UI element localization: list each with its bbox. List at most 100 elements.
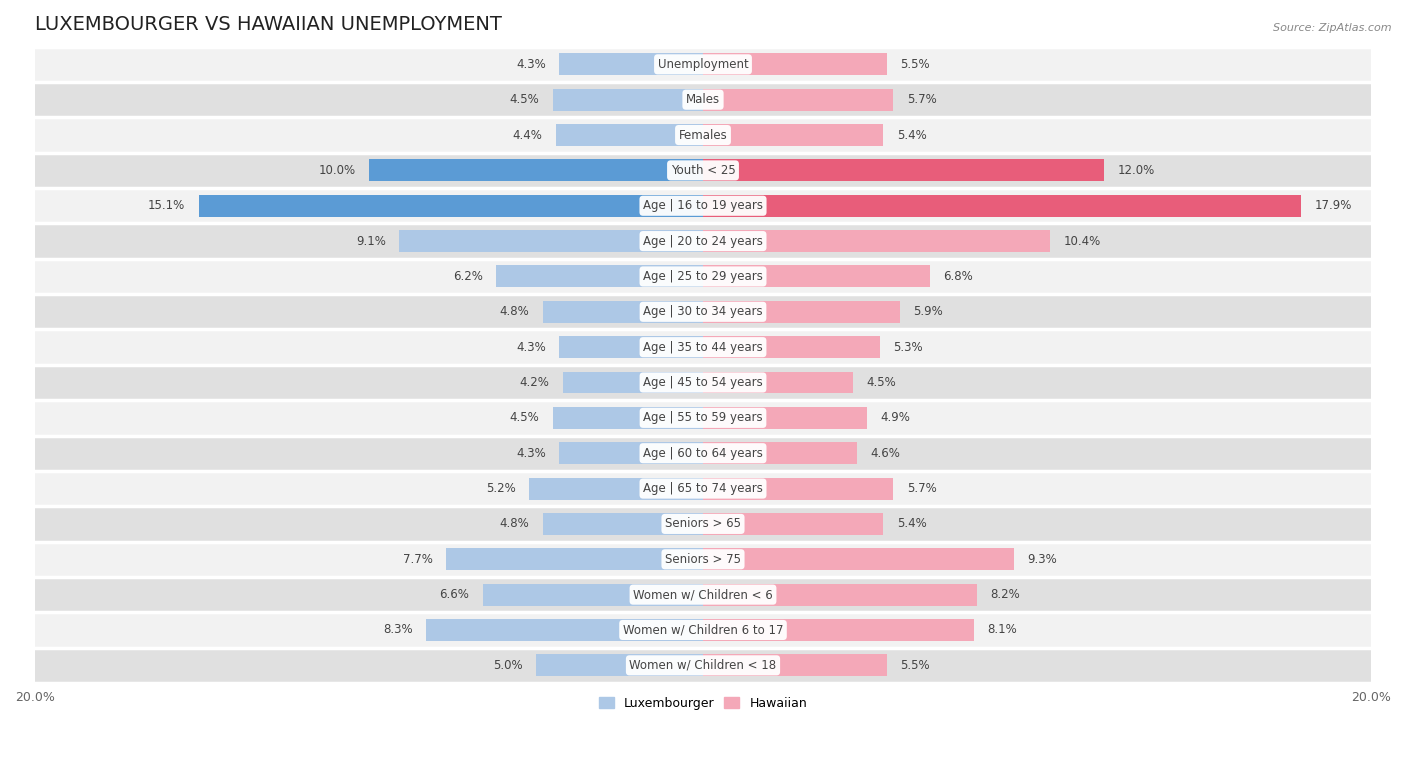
Text: 4.5%: 4.5% — [866, 376, 897, 389]
Text: Age | 45 to 54 years: Age | 45 to 54 years — [643, 376, 763, 389]
Text: 4.9%: 4.9% — [880, 411, 910, 425]
Text: 5.3%: 5.3% — [893, 341, 922, 354]
Text: 5.5%: 5.5% — [900, 659, 929, 671]
Bar — [35, 188, 1371, 223]
Bar — [35, 471, 1371, 506]
Text: Males: Males — [686, 93, 720, 106]
Text: 12.0%: 12.0% — [1118, 164, 1154, 177]
Bar — [703, 548, 1014, 570]
Bar — [35, 400, 1371, 435]
Text: Unemployment: Unemployment — [658, 58, 748, 71]
Text: 6.2%: 6.2% — [453, 270, 482, 283]
Text: 4.3%: 4.3% — [516, 341, 546, 354]
Bar — [703, 442, 856, 464]
Text: 17.9%: 17.9% — [1315, 199, 1351, 212]
Bar — [529, 478, 703, 500]
Bar — [703, 584, 977, 606]
Bar — [703, 54, 887, 75]
Text: 4.3%: 4.3% — [516, 58, 546, 71]
Bar — [543, 513, 703, 535]
Text: Age | 35 to 44 years: Age | 35 to 44 years — [643, 341, 763, 354]
Bar — [35, 329, 1371, 365]
Bar — [35, 506, 1371, 541]
Bar — [703, 336, 880, 358]
Text: 15.1%: 15.1% — [148, 199, 186, 212]
Legend: Luxembourger, Hawaiian: Luxembourger, Hawaiian — [593, 692, 813, 715]
Text: 4.8%: 4.8% — [499, 305, 529, 318]
Text: 4.2%: 4.2% — [519, 376, 550, 389]
Text: 5.2%: 5.2% — [486, 482, 516, 495]
Text: 5.4%: 5.4% — [897, 129, 927, 142]
Text: 5.5%: 5.5% — [900, 58, 929, 71]
Text: Age | 60 to 64 years: Age | 60 to 64 years — [643, 447, 763, 459]
Bar — [703, 372, 853, 394]
Bar — [703, 160, 1104, 182]
Bar — [35, 541, 1371, 577]
Bar — [35, 435, 1371, 471]
Bar — [703, 513, 883, 535]
Bar — [703, 230, 1050, 252]
Bar — [560, 336, 703, 358]
Bar — [555, 124, 703, 146]
Bar — [35, 117, 1371, 153]
Bar — [198, 195, 703, 217]
Bar — [35, 294, 1371, 329]
Text: Youth < 25: Youth < 25 — [671, 164, 735, 177]
Bar — [35, 365, 1371, 400]
Bar — [560, 54, 703, 75]
Text: 7.7%: 7.7% — [402, 553, 433, 565]
Bar — [35, 82, 1371, 117]
Bar — [703, 654, 887, 676]
Bar — [35, 612, 1371, 648]
Text: 4.8%: 4.8% — [499, 518, 529, 531]
Bar — [35, 259, 1371, 294]
Bar — [560, 442, 703, 464]
Bar — [496, 266, 703, 288]
Bar — [703, 266, 931, 288]
Bar — [703, 89, 893, 111]
Text: 8.3%: 8.3% — [382, 624, 412, 637]
Text: Women w/ Children 6 to 17: Women w/ Children 6 to 17 — [623, 624, 783, 637]
Text: Age | 55 to 59 years: Age | 55 to 59 years — [643, 411, 763, 425]
Text: 4.3%: 4.3% — [516, 447, 546, 459]
Text: 9.3%: 9.3% — [1026, 553, 1057, 565]
Text: Age | 65 to 74 years: Age | 65 to 74 years — [643, 482, 763, 495]
Bar — [35, 153, 1371, 188]
Bar — [543, 301, 703, 322]
Bar — [446, 548, 703, 570]
Text: 5.0%: 5.0% — [494, 659, 523, 671]
Text: 5.4%: 5.4% — [897, 518, 927, 531]
Bar — [399, 230, 703, 252]
Text: Females: Females — [679, 129, 727, 142]
Text: 4.6%: 4.6% — [870, 447, 900, 459]
Bar — [703, 124, 883, 146]
Text: LUXEMBOURGER VS HAWAIIAN UNEMPLOYMENT: LUXEMBOURGER VS HAWAIIAN UNEMPLOYMENT — [35, 15, 502, 34]
Text: 9.1%: 9.1% — [356, 235, 385, 248]
Bar — [562, 372, 703, 394]
Text: Seniors > 65: Seniors > 65 — [665, 518, 741, 531]
Bar — [703, 301, 900, 322]
Text: 5.9%: 5.9% — [914, 305, 943, 318]
Text: Age | 16 to 19 years: Age | 16 to 19 years — [643, 199, 763, 212]
Bar — [553, 407, 703, 428]
Bar — [482, 584, 703, 606]
Text: Seniors > 75: Seniors > 75 — [665, 553, 741, 565]
Text: Age | 30 to 34 years: Age | 30 to 34 years — [643, 305, 763, 318]
Text: Women w/ Children < 6: Women w/ Children < 6 — [633, 588, 773, 601]
Text: Age | 25 to 29 years: Age | 25 to 29 years — [643, 270, 763, 283]
Text: 4.5%: 4.5% — [509, 93, 540, 106]
Text: 10.0%: 10.0% — [319, 164, 356, 177]
Bar — [536, 654, 703, 676]
Bar — [703, 407, 866, 428]
Bar — [426, 619, 703, 641]
Bar — [368, 160, 703, 182]
Text: Women w/ Children < 18: Women w/ Children < 18 — [630, 659, 776, 671]
Bar — [35, 648, 1371, 683]
Text: Age | 20 to 24 years: Age | 20 to 24 years — [643, 235, 763, 248]
Text: 8.1%: 8.1% — [987, 624, 1017, 637]
Bar — [703, 195, 1301, 217]
Bar — [553, 89, 703, 111]
Text: 4.4%: 4.4% — [513, 129, 543, 142]
Text: Source: ZipAtlas.com: Source: ZipAtlas.com — [1274, 23, 1392, 33]
Bar — [703, 478, 893, 500]
